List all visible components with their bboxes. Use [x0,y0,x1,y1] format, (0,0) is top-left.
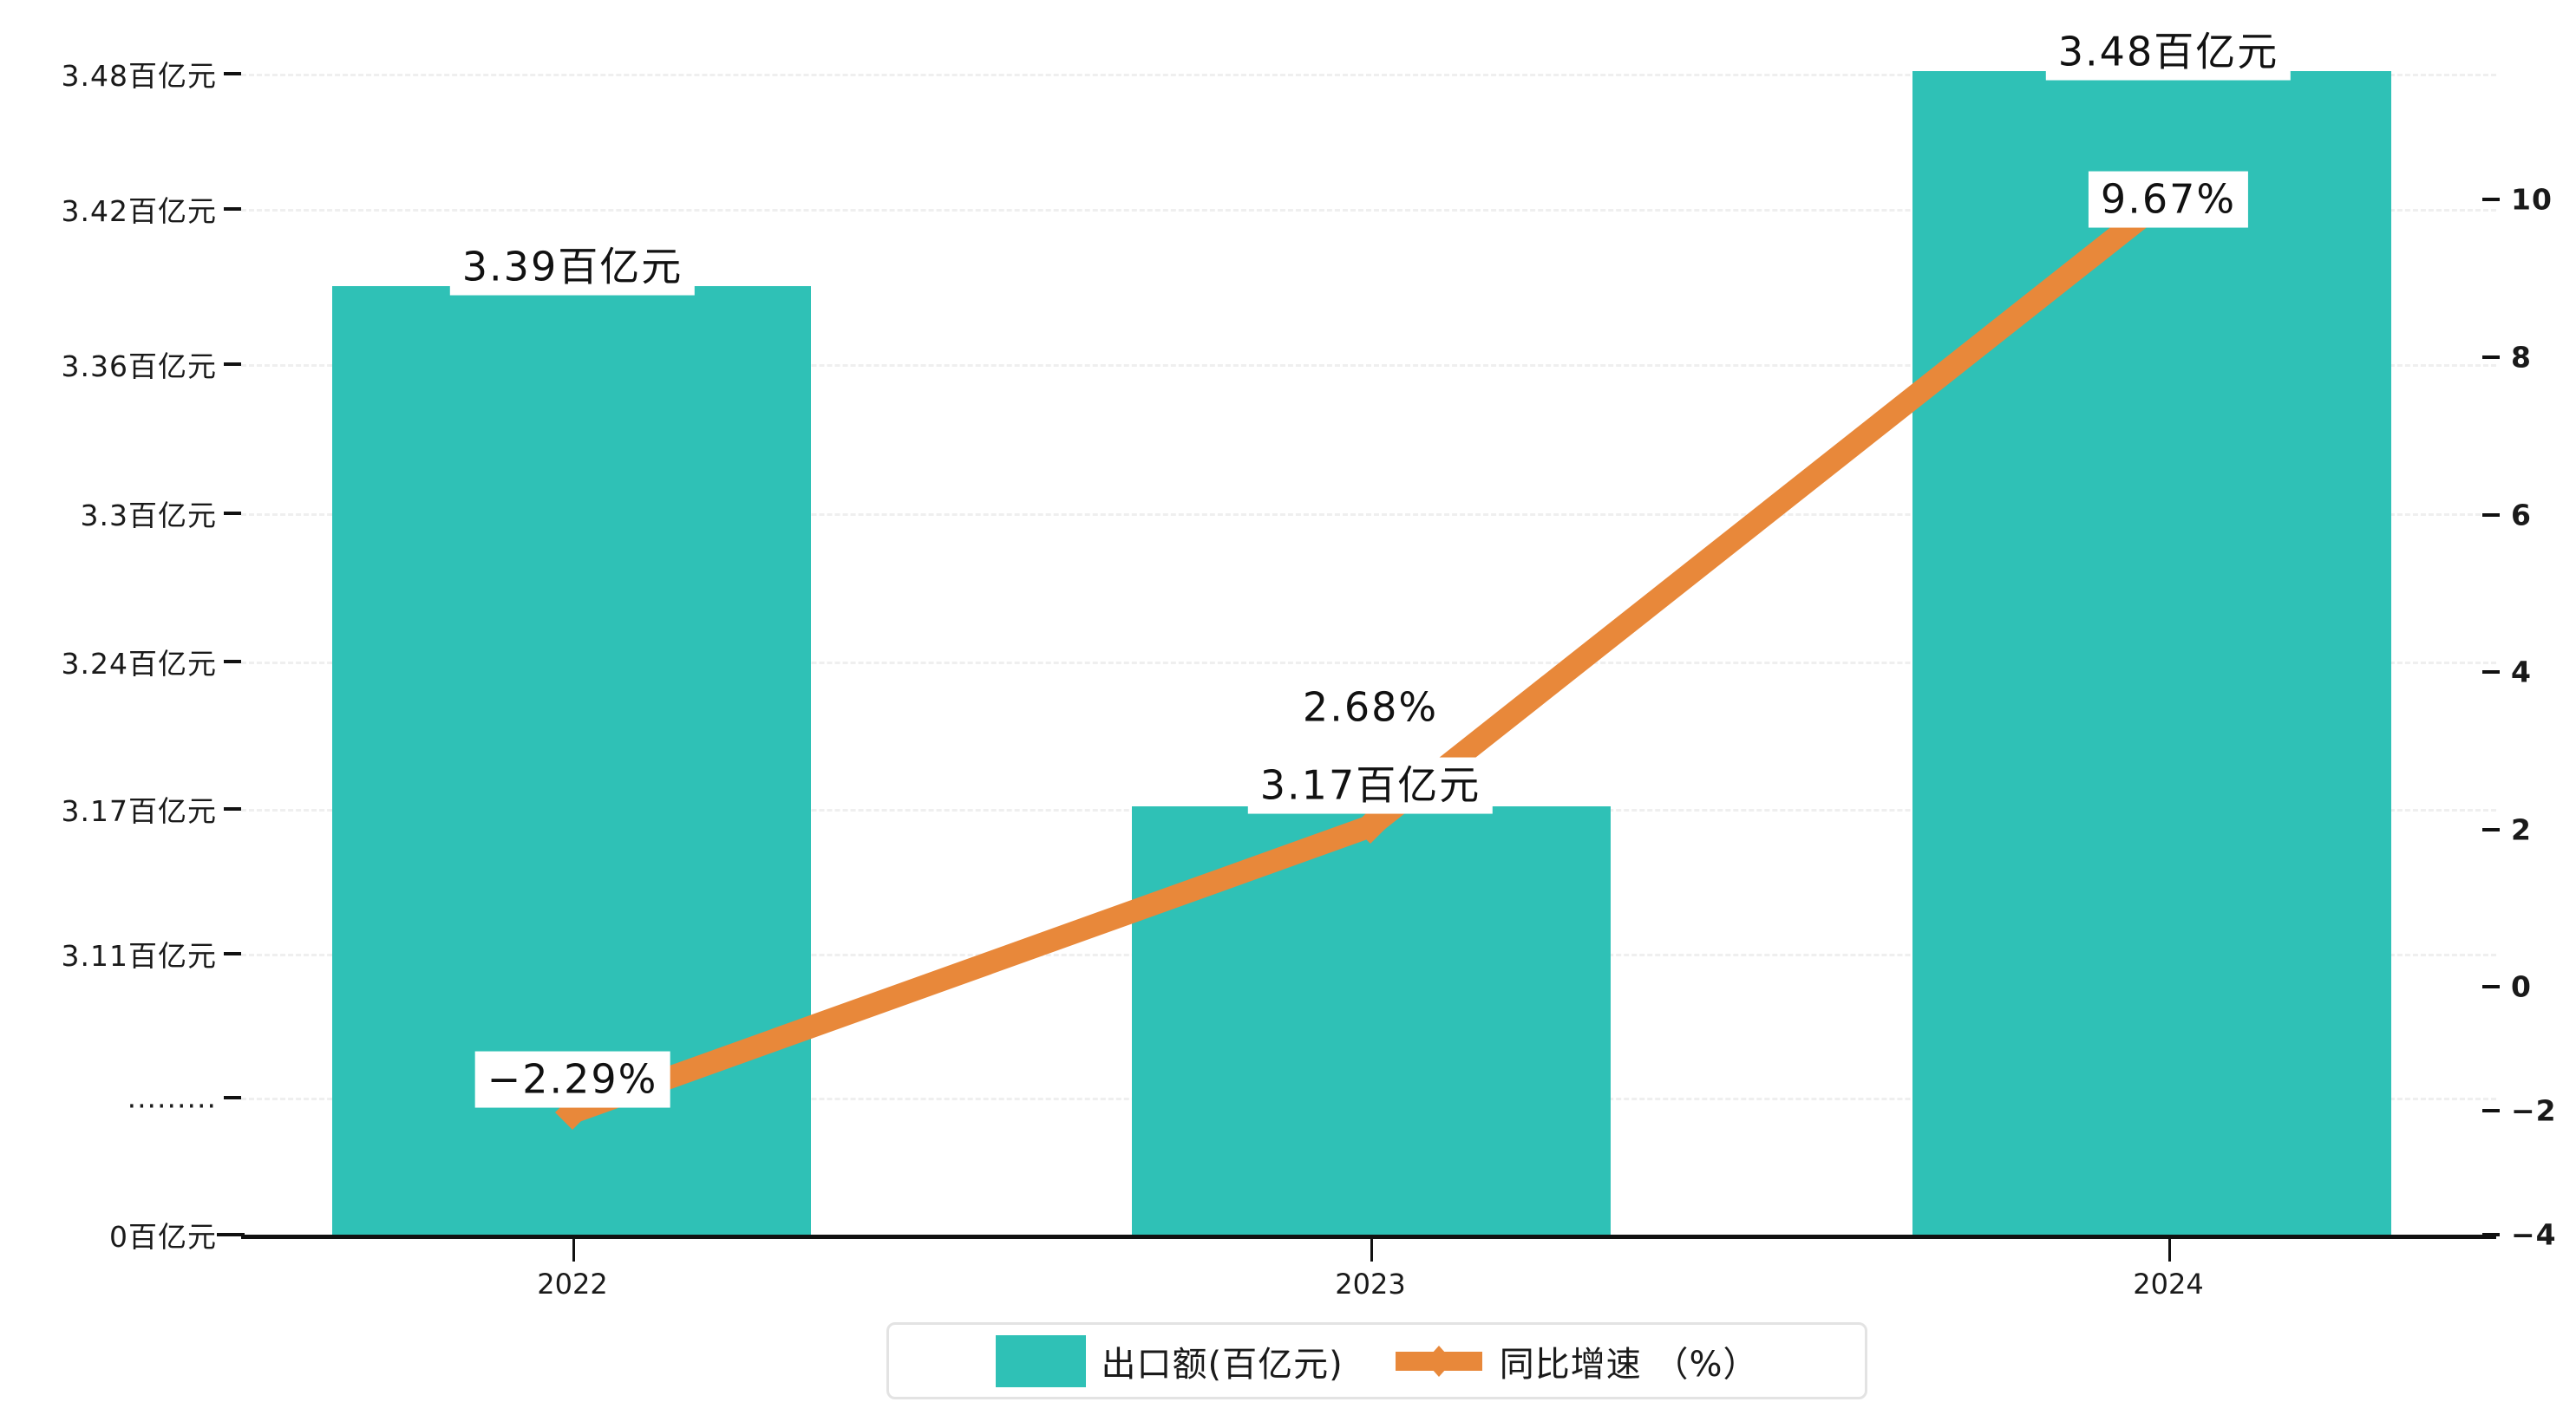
y-axis-left-label: 3.17百亿元 [61,794,217,828]
y-axis-left-tick [224,1096,241,1099]
line-value-label: 9.67% [2088,171,2249,228]
y-axis-right-label: 2 [2511,812,2532,847]
x-axis-line [241,1235,2496,1239]
y-axis-left-label: 0百亿元 [109,1220,217,1254]
bar-2023[interactable] [1132,806,1611,1235]
y-axis-right-tick [2482,513,2500,517]
y-axis-right-tick [2482,355,2500,359]
chart-legend[interactable]: 出口额(百亿元) 同比增速 （%） [886,1322,1867,1399]
y-axis-left-tick [224,362,241,366]
legend-bar-swatch-icon [995,1334,1086,1387]
y-axis-right-label: 10 [2511,182,2553,217]
y-axis-right-label: 6 [2511,498,2532,532]
y-axis-left-label: 3.36百亿元 [61,349,217,383]
grid-line [241,74,2496,76]
y-axis-left-label: 3.42百亿元 [61,194,217,228]
legend-item-bar[interactable]: 出口额(百亿元) [995,1334,1344,1387]
bar-value-label: 3.17百亿元 [1247,757,1494,814]
y-axis-right-label: 0 [2511,969,2532,1004]
y-axis-left-label: ......... [127,1080,217,1115]
y-axis-right-tick [2482,198,2500,201]
bar-2024[interactable] [1912,71,2391,1235]
line-value-label: −2.29% [474,1051,670,1108]
y-axis-left-tick [224,207,241,211]
y-axis-left-tick [224,512,241,515]
y-axis-right-tick [2482,985,2500,988]
y-axis-left-label: 3.48百亿元 [61,59,217,93]
y-axis-right-label: 4 [2511,655,2532,689]
bar-value-label: 3.48百亿元 [2045,23,2292,81]
y-axis-right-tick [2482,1109,2500,1112]
y-axis-left-tick [224,72,241,75]
line-value-label: 2.68% [1290,679,1451,736]
y-axis-right: 10 8 6 4 2 0 −2 −4 [2511,0,2576,1415]
y-axis-left-label: 3.24百亿元 [61,647,217,681]
legend-line-swatch-icon [1394,1335,1484,1387]
legend-item-line[interactable]: 同比增速 （%） [1394,1335,1759,1387]
legend-label-line: 同比增速 （%） [1499,1344,1759,1385]
x-axis-tick [572,1239,575,1262]
y-axis-right-label: −4 [2511,1217,2557,1252]
y-axis-left-label: 3.11百亿元 [61,939,217,973]
y-axis-left-tick [224,660,241,663]
x-axis-label: 2024 [2133,1268,2204,1301]
bar-value-label: 3.39百亿元 [449,238,696,296]
x-axis-tick [2168,1239,2171,1262]
y-axis-left-label: 3.3百亿元 [80,499,217,532]
y-axis-left-tick [224,952,241,955]
x-axis-label: 2023 [1335,1268,1406,1301]
y-axis-left-tick [217,1233,245,1236]
y-axis-right-tick [2482,670,2500,674]
y-axis-left: 3.48百亿元 3.42百亿元 3.36百亿元 3.3百亿元 3.24百亿元 3.17百亿… [0,0,217,1415]
x-axis-tick [1370,1239,1373,1262]
y-axis-right-tick [2482,828,2500,831]
y-axis-right-label: −2 [2511,1093,2557,1128]
y-axis-left-tick [224,807,241,811]
x-axis-label: 2022 [537,1268,608,1301]
y-axis-right-label: 8 [2511,340,2532,375]
legend-label-bar: 出口额(百亿元) [1101,1344,1344,1385]
